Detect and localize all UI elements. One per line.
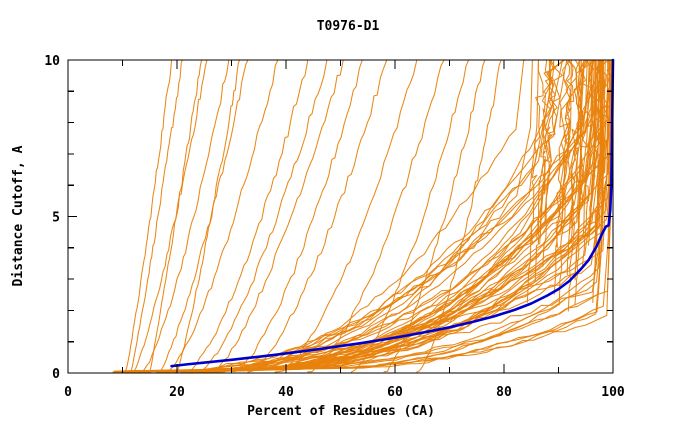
model-curve xyxy=(184,59,309,373)
reference-model-curve xyxy=(170,58,615,368)
model-curve xyxy=(559,59,575,232)
model-curve xyxy=(568,59,589,235)
x-axis-ticks: 0 20 40 60 80 100 xyxy=(64,60,625,400)
model-curve xyxy=(383,59,486,373)
model-curve xyxy=(130,59,183,373)
model-curve xyxy=(176,59,241,373)
x-axis-label: Percent of Residues (CA) xyxy=(247,404,435,419)
model-curve xyxy=(542,59,565,267)
y-tick-label: 5 xyxy=(52,211,60,226)
model-curve xyxy=(124,59,173,373)
model-curve xyxy=(211,59,344,373)
y-tick-label: 10 xyxy=(44,54,60,69)
y-axis-ticks: 0 5 10 xyxy=(44,54,613,382)
model-curve xyxy=(149,59,203,373)
page-title: T0976-D1 xyxy=(317,19,380,34)
model-curve xyxy=(181,59,604,372)
x-tick-label: 0 xyxy=(64,385,72,400)
model-curve xyxy=(230,59,363,373)
x-tick-label: 100 xyxy=(601,385,625,400)
model-curve xyxy=(570,59,586,244)
model-curve-group xyxy=(112,59,614,373)
y-tick-label: 0 xyxy=(52,367,60,382)
model-curve xyxy=(165,59,279,373)
model-curve xyxy=(539,59,554,239)
model-curve xyxy=(141,59,230,373)
model-curve xyxy=(526,59,544,303)
model-curve xyxy=(416,59,502,373)
x-tick-label: 80 xyxy=(496,385,512,400)
model-curve xyxy=(582,59,602,239)
model-curve xyxy=(157,59,249,373)
y-axis-label: Distance Cutoff, A xyxy=(11,145,26,286)
model-curve xyxy=(553,59,571,295)
x-tick-label: 40 xyxy=(278,385,294,400)
model-curve xyxy=(534,59,554,282)
model-curve xyxy=(555,59,571,247)
model-curve xyxy=(274,59,418,373)
x-tick-label: 60 xyxy=(387,385,403,400)
model-curve xyxy=(574,59,596,305)
x-tick-label: 20 xyxy=(169,385,185,400)
model-curve xyxy=(198,59,328,373)
model-curve xyxy=(536,59,556,239)
model-curve xyxy=(558,59,581,306)
model-curve xyxy=(132,59,208,373)
model-curve xyxy=(247,59,388,373)
model-curve xyxy=(574,59,594,281)
model-curve xyxy=(146,59,595,373)
